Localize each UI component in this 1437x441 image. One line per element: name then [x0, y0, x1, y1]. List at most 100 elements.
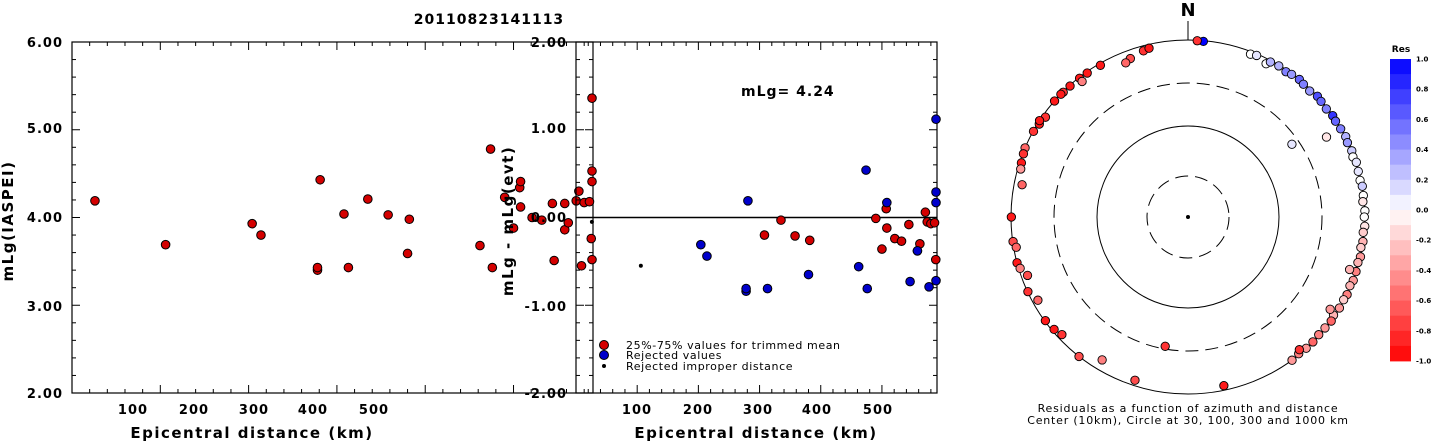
x-tick-label: 300 — [239, 403, 269, 418]
data-point — [487, 262, 498, 273]
residual-point — [1298, 79, 1309, 89]
center-marker — [1186, 215, 1190, 219]
residual-point — [1097, 355, 1107, 365]
colorbar-labels: 1.0 0.8 0.6 0.4 0.2 0.0 -0.2 -0.4 -0.6 -0.8 -1.0 — [1416, 56, 1431, 366]
caption-line-1: Residuals as a function of azimuth and d… — [1038, 402, 1339, 415]
y-tick-label: 5.00 — [27, 122, 63, 137]
panel-residual-vs-distance: -2.00 -1.00 0.00 1.00 2.00 100 200 300 4… — [499, 36, 941, 441]
data-point — [696, 239, 706, 250]
panel-azimuth-residuals: N Residuals as a function of azimuth and… — [1006, 0, 1431, 427]
data-point — [383, 210, 393, 220]
data-point — [404, 214, 415, 225]
data-point — [638, 263, 643, 268]
data-point — [547, 198, 558, 209]
data-point — [549, 255, 559, 266]
residual-point — [1251, 50, 1262, 61]
colorbar-title: Res — [1392, 45, 1410, 55]
north-label: N — [1180, 0, 1195, 21]
data-point — [587, 176, 597, 187]
x-axis-label: Epicentral distance (km) — [634, 424, 877, 441]
residual-point — [1358, 227, 1368, 237]
colorbar-cell — [1390, 149, 1411, 166]
residual-point — [1351, 157, 1361, 167]
data-point — [762, 283, 773, 294]
colorbar-tick-label: -0.6 — [1416, 297, 1431, 305]
residual-point — [1095, 60, 1106, 70]
residual-point — [1022, 270, 1033, 281]
data-point — [790, 231, 800, 241]
data-point — [702, 251, 712, 261]
colorbar-tick-label: 1.0 — [1416, 56, 1429, 64]
range-circle-300km — [1053, 82, 1323, 352]
data-point — [861, 165, 871, 175]
x-tick-label: 200 — [683, 403, 713, 418]
residual-point — [1017, 180, 1027, 190]
data-point — [804, 235, 815, 246]
residual-point — [1040, 315, 1051, 326]
colorbar-tick-label: -0.8 — [1416, 327, 1431, 335]
legend-label: 25%-75% values for trimmed mean — [626, 339, 841, 352]
residual-point — [1308, 337, 1318, 347]
residual-point — [1011, 242, 1021, 252]
data-point — [741, 283, 751, 294]
colorbar-tick-label: 0.4 — [1416, 146, 1429, 154]
data-point — [743, 196, 753, 206]
data-point — [803, 269, 814, 280]
data-point — [90, 196, 100, 206]
residual-point — [1077, 76, 1087, 87]
data-point — [160, 239, 171, 250]
data-point — [882, 197, 892, 208]
data-point — [584, 196, 595, 207]
panel-mlg-vs-distance: 2.00 3.00 4.00 5.00 6.00 100 200 300 400… — [0, 36, 597, 441]
data-points — [90, 93, 597, 275]
colorbar-cell — [1390, 345, 1411, 362]
residual-point — [1359, 212, 1369, 222]
data-point — [882, 223, 892, 233]
data-point — [877, 244, 887, 254]
legend-label: Rejected values — [626, 349, 722, 362]
residual-points — [1006, 36, 1370, 391]
data-point — [475, 240, 485, 251]
residual-point — [1057, 329, 1067, 340]
colorbar-cell — [1390, 330, 1411, 347]
residual-point — [1321, 132, 1332, 142]
x-tick-label: 400 — [802, 403, 832, 418]
y-tick-marks — [576, 41, 937, 394]
x-tick-label: 100 — [118, 403, 148, 418]
residual-point — [1065, 81, 1075, 91]
data-point — [904, 219, 914, 230]
colorbar-cell — [1390, 89, 1411, 105]
data-point — [515, 176, 526, 187]
y-tick-label: 4.00 — [27, 211, 63, 226]
legend-marker-trimmed — [599, 340, 609, 350]
x-tick-label: 500 — [863, 403, 893, 418]
residual-point — [1334, 303, 1345, 313]
data-point — [896, 236, 907, 246]
residual-point — [1353, 166, 1363, 177]
data-point — [759, 230, 770, 240]
data-point — [924, 282, 934, 292]
x-tick-marks — [587, 42, 932, 393]
residual-point — [1305, 86, 1315, 96]
data-point — [905, 276, 915, 287]
data-point — [247, 218, 257, 229]
residual-point — [1321, 104, 1331, 114]
data-point — [862, 283, 873, 294]
data-point — [536, 215, 547, 225]
x-tick-label: 400 — [298, 403, 328, 418]
figure-title: 20110823141113 — [414, 12, 564, 28]
residual-point — [1034, 115, 1045, 126]
x-tick-label: 100 — [622, 403, 652, 418]
residual-point — [1356, 242, 1366, 253]
data-point — [930, 254, 941, 265]
residual-point — [1274, 61, 1284, 71]
data-point — [527, 212, 537, 223]
residual-point — [1023, 287, 1033, 297]
colorbar-tick-label: 0.0 — [1416, 207, 1429, 215]
colorbar-cell — [1390, 255, 1411, 271]
residual-point — [1049, 96, 1060, 106]
residual-point — [1316, 96, 1326, 107]
x-axis-label: Epicentral distance (km) — [130, 424, 373, 441]
residual-point — [1265, 57, 1276, 67]
colorbar-cell — [1390, 119, 1411, 135]
